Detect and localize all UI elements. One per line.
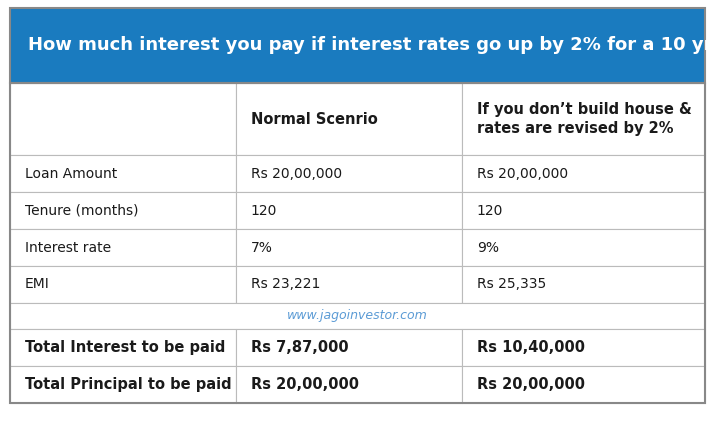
FancyBboxPatch shape — [462, 192, 705, 229]
Text: Rs 7,87,000: Rs 7,87,000 — [251, 340, 348, 355]
Text: 120: 120 — [251, 203, 277, 218]
FancyBboxPatch shape — [236, 266, 462, 303]
Text: 7%: 7% — [251, 240, 272, 255]
Text: Rs 20,00,000: Rs 20,00,000 — [251, 377, 359, 392]
Text: How much interest you pay if interest rates go up by 2% for a 10 yr plot loan: How much interest you pay if interest ra… — [28, 37, 715, 55]
Text: Normal Scenrio: Normal Scenrio — [251, 111, 378, 126]
FancyBboxPatch shape — [10, 8, 705, 83]
Text: 120: 120 — [477, 203, 503, 218]
FancyBboxPatch shape — [462, 329, 705, 366]
Text: Rs 20,00,000: Rs 20,00,000 — [477, 166, 568, 181]
Text: Tenure (months): Tenure (months) — [25, 203, 139, 218]
Text: www.jagoinvestor.com: www.jagoinvestor.com — [287, 310, 428, 322]
Text: Rs 20,00,000: Rs 20,00,000 — [251, 166, 342, 181]
FancyBboxPatch shape — [10, 83, 236, 155]
Text: Interest rate: Interest rate — [25, 240, 111, 255]
Text: Rs 23,221: Rs 23,221 — [251, 277, 320, 292]
Text: Total Interest to be paid: Total Interest to be paid — [25, 340, 225, 355]
FancyBboxPatch shape — [10, 155, 236, 192]
Text: Rs 20,00,000: Rs 20,00,000 — [477, 377, 585, 392]
FancyBboxPatch shape — [10, 366, 236, 403]
FancyBboxPatch shape — [10, 303, 705, 329]
FancyBboxPatch shape — [236, 192, 462, 229]
FancyBboxPatch shape — [236, 329, 462, 366]
Text: Rs 25,335: Rs 25,335 — [477, 277, 546, 292]
Text: Loan Amount: Loan Amount — [25, 166, 117, 181]
Text: If you don’t build house &
rates are revised by 2%: If you don’t build house & rates are rev… — [477, 101, 691, 136]
FancyBboxPatch shape — [462, 229, 705, 266]
FancyBboxPatch shape — [236, 229, 462, 266]
FancyBboxPatch shape — [236, 83, 462, 155]
FancyBboxPatch shape — [462, 83, 705, 155]
Text: Total Principal to be paid: Total Principal to be paid — [25, 377, 232, 392]
FancyBboxPatch shape — [462, 155, 705, 192]
FancyBboxPatch shape — [236, 366, 462, 403]
FancyBboxPatch shape — [462, 366, 705, 403]
FancyBboxPatch shape — [462, 266, 705, 303]
FancyBboxPatch shape — [10, 266, 236, 303]
FancyBboxPatch shape — [236, 155, 462, 192]
Text: EMI: EMI — [25, 277, 50, 292]
FancyBboxPatch shape — [10, 229, 236, 266]
Text: Rs 10,40,000: Rs 10,40,000 — [477, 340, 585, 355]
FancyBboxPatch shape — [10, 192, 236, 229]
FancyBboxPatch shape — [10, 329, 236, 366]
Text: 9%: 9% — [477, 240, 499, 255]
